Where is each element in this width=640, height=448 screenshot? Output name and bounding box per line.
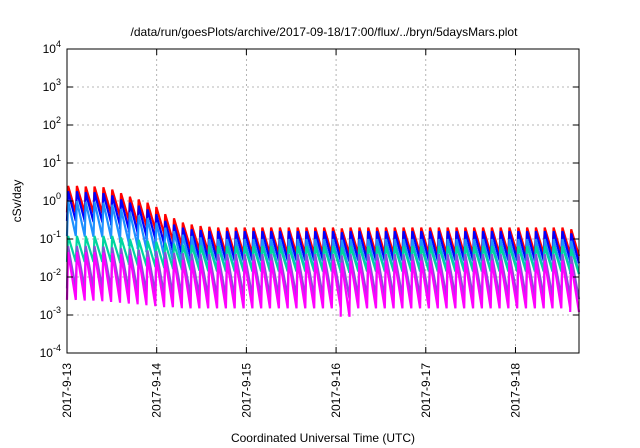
- y-tick-exponent: 2: [56, 115, 61, 125]
- y-tick-exponent: 0: [56, 191, 61, 201]
- y-tick-label: 103: [43, 77, 61, 94]
- y-tick-label: 10-3: [40, 305, 61, 322]
- y-tick-exponent: 1: [56, 153, 61, 163]
- y-tick-base: 10: [43, 118, 57, 132]
- y-tick-label: 100: [43, 191, 61, 208]
- y-tick-base: 10: [40, 232, 54, 246]
- tick-marks: [66, 48, 579, 354]
- y-tick-base: 10: [43, 42, 57, 56]
- y-tick-base: 10: [43, 156, 57, 170]
- y-tick-exponent: -2: [53, 267, 61, 277]
- y-tick-exponent: 4: [56, 39, 61, 49]
- x-tick-labels: 2017-9-13 2017-9-14 2017-9-15 2017-9-16 2017…: [60, 363, 522, 418]
- y-tick-base: 10: [43, 194, 57, 208]
- y-tick-label: 10-1: [40, 229, 61, 246]
- y-tick-label: 10-2: [40, 267, 61, 284]
- chart-title: /data/run/goesPlots/archive/2017-09-18/1…: [131, 25, 519, 39]
- y-tick-base: 10: [40, 308, 54, 322]
- x-tick-label: 2017-9-14: [150, 363, 164, 418]
- y-tick-exponent: -4: [53, 343, 61, 353]
- y-tick-base: 10: [40, 346, 54, 360]
- x-tick-label: 2017-9-18: [508, 363, 522, 418]
- x-tick-label: 2017-9-17: [419, 363, 433, 418]
- y-axis-label: cSv/day: [10, 180, 24, 223]
- y-tick-base: 10: [40, 270, 54, 284]
- x-tick-label: 2017-9-15: [239, 363, 253, 418]
- y-tick-label: 10-4: [40, 343, 61, 360]
- y-tick-label: 101: [43, 153, 61, 170]
- x-tick-label: 2017-9-13: [60, 363, 74, 418]
- y-tick-exponent: 3: [56, 77, 61, 87]
- y-tick-exponent: -1: [53, 229, 61, 239]
- x-axis-label: Coordinated Universal Time (UTC): [231, 431, 415, 445]
- y-tick-label: 104: [43, 39, 61, 56]
- x-tick-label: 2017-9-16: [329, 363, 343, 418]
- series-lines: [65, 185, 581, 317]
- series-line-6: [65, 252, 581, 317]
- y-tick-base: 10: [43, 80, 57, 94]
- y-tick-label: 102: [43, 115, 61, 132]
- y-tick-exponent: -3: [53, 305, 61, 315]
